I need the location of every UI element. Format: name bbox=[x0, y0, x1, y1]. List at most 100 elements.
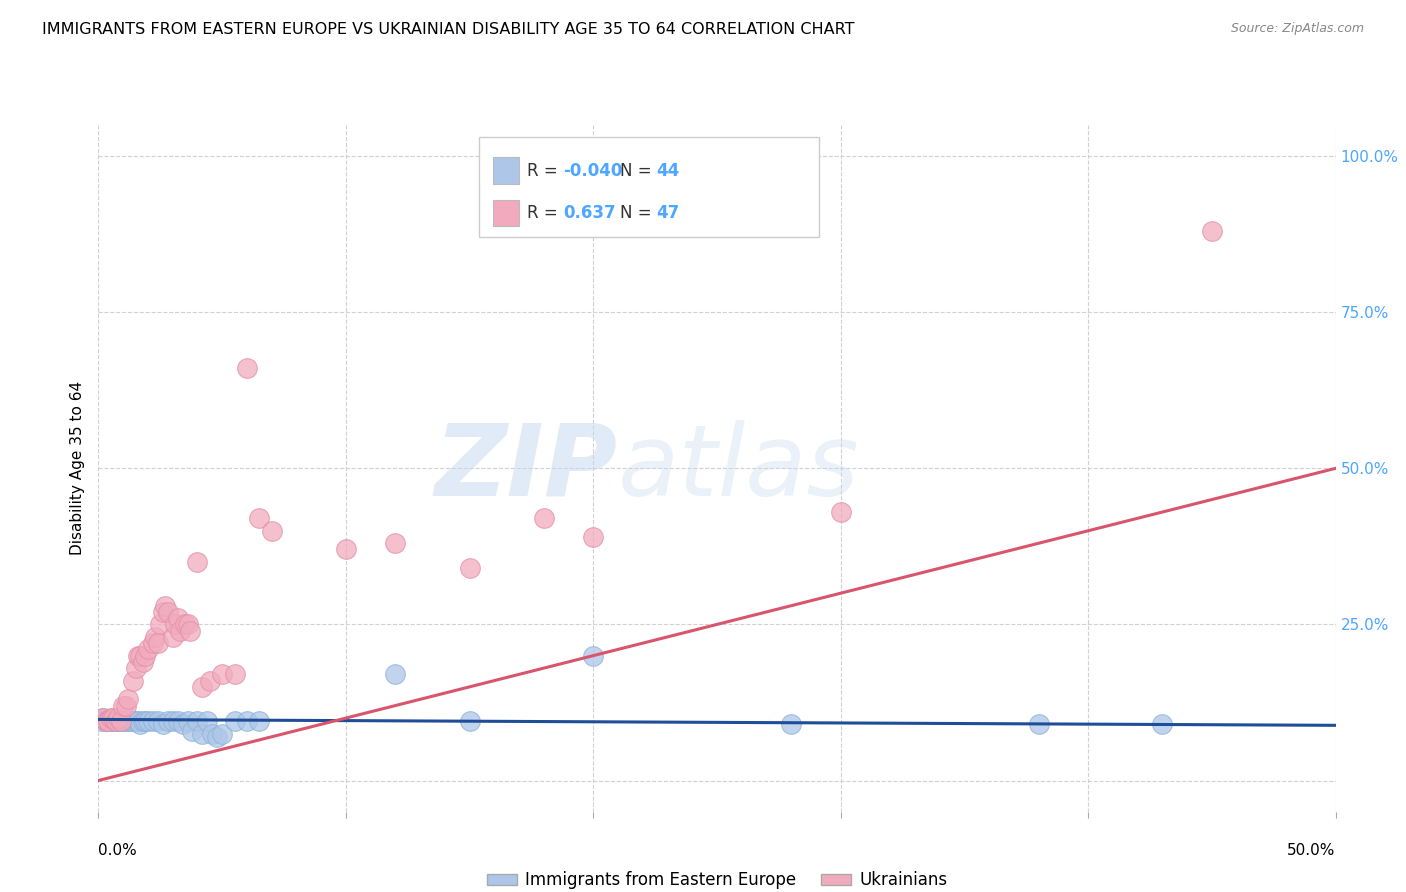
Point bbox=[114, 714, 136, 728]
Point bbox=[127, 714, 149, 728]
Point bbox=[129, 717, 152, 731]
Point bbox=[155, 599, 177, 613]
Point bbox=[169, 624, 191, 638]
Point bbox=[162, 630, 184, 644]
Point bbox=[211, 667, 233, 681]
Point bbox=[97, 714, 120, 728]
Point bbox=[110, 714, 132, 728]
Point bbox=[335, 542, 357, 557]
Point bbox=[132, 714, 155, 728]
Point bbox=[107, 714, 129, 728]
Point bbox=[107, 711, 129, 725]
Point bbox=[132, 655, 155, 669]
Point bbox=[156, 605, 179, 619]
Legend: Immigrants from Eastern Europe, Ukrainians: Immigrants from Eastern Europe, Ukrainia… bbox=[479, 864, 955, 892]
Point bbox=[1152, 717, 1174, 731]
Point bbox=[172, 717, 194, 731]
Point bbox=[122, 714, 145, 728]
Point bbox=[100, 711, 122, 725]
Point bbox=[191, 680, 214, 694]
Point bbox=[533, 511, 555, 525]
Text: atlas: atlas bbox=[619, 420, 859, 516]
Text: Source: ZipAtlas.com: Source: ZipAtlas.com bbox=[1230, 22, 1364, 36]
Point bbox=[458, 561, 481, 575]
Point bbox=[582, 530, 605, 544]
Text: 0.0%: 0.0% bbox=[98, 843, 138, 858]
Point bbox=[112, 714, 135, 728]
Point bbox=[201, 726, 224, 740]
Point bbox=[117, 692, 139, 706]
Point bbox=[186, 555, 208, 569]
Point bbox=[162, 714, 184, 728]
Point bbox=[152, 717, 174, 731]
Point bbox=[384, 536, 406, 550]
Point bbox=[179, 624, 201, 638]
Point bbox=[114, 698, 136, 713]
Point bbox=[104, 714, 127, 728]
Point bbox=[124, 661, 146, 675]
Point bbox=[384, 667, 406, 681]
Point bbox=[117, 714, 139, 728]
Point bbox=[93, 711, 115, 725]
Text: N =: N = bbox=[620, 161, 657, 179]
Point bbox=[134, 648, 156, 663]
Text: -0.040: -0.040 bbox=[564, 161, 623, 179]
Point bbox=[122, 673, 145, 688]
Point bbox=[146, 636, 169, 650]
Point bbox=[142, 636, 165, 650]
Point bbox=[211, 726, 233, 740]
Point bbox=[236, 714, 259, 728]
Point bbox=[458, 714, 481, 728]
Point bbox=[112, 698, 135, 713]
Point bbox=[146, 714, 169, 728]
Point bbox=[142, 714, 165, 728]
Point bbox=[97, 714, 120, 728]
Point bbox=[100, 714, 122, 728]
Point bbox=[152, 605, 174, 619]
Point bbox=[136, 714, 159, 728]
Point bbox=[830, 505, 852, 519]
Point bbox=[186, 714, 208, 728]
Point bbox=[103, 714, 125, 728]
Point bbox=[260, 524, 283, 538]
Point bbox=[224, 714, 246, 728]
Point bbox=[156, 714, 179, 728]
Point bbox=[129, 648, 152, 663]
Point bbox=[124, 714, 146, 728]
Point bbox=[143, 630, 166, 644]
Text: ZIP: ZIP bbox=[434, 420, 619, 516]
Point bbox=[165, 617, 187, 632]
Point bbox=[176, 617, 198, 632]
Point bbox=[103, 711, 125, 725]
Point bbox=[136, 642, 159, 657]
Point bbox=[1028, 717, 1050, 731]
Text: R =: R = bbox=[527, 161, 562, 179]
Point bbox=[198, 673, 221, 688]
Point bbox=[176, 714, 198, 728]
Point bbox=[90, 714, 112, 728]
Text: IMMIGRANTS FROM EASTERN EUROPE VS UKRAINIAN DISABILITY AGE 35 TO 64 CORRELATION : IMMIGRANTS FROM EASTERN EUROPE VS UKRAIN… bbox=[42, 22, 855, 37]
Point bbox=[174, 617, 197, 632]
Point bbox=[120, 714, 142, 728]
Text: 0.637: 0.637 bbox=[564, 204, 616, 222]
Point bbox=[166, 611, 188, 625]
Point bbox=[780, 717, 803, 731]
Point bbox=[127, 648, 149, 663]
Point bbox=[94, 714, 117, 728]
Y-axis label: Disability Age 35 to 64: Disability Age 35 to 64 bbox=[70, 381, 86, 556]
Point bbox=[149, 617, 172, 632]
Point bbox=[110, 714, 132, 728]
Point bbox=[94, 714, 117, 728]
Point bbox=[247, 714, 270, 728]
Point bbox=[104, 714, 127, 728]
Point bbox=[582, 648, 605, 663]
Point bbox=[166, 714, 188, 728]
Text: 44: 44 bbox=[657, 161, 679, 179]
Point bbox=[93, 711, 115, 725]
Point bbox=[134, 714, 156, 728]
Point bbox=[195, 714, 218, 728]
Text: N =: N = bbox=[620, 204, 657, 222]
Point bbox=[1201, 224, 1223, 238]
Text: 50.0%: 50.0% bbox=[1288, 843, 1336, 858]
Point bbox=[247, 511, 270, 525]
